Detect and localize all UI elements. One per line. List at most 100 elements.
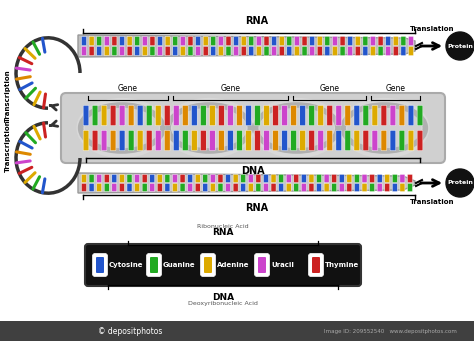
FancyBboxPatch shape: [272, 36, 277, 46]
FancyBboxPatch shape: [381, 130, 387, 151]
FancyBboxPatch shape: [310, 46, 315, 56]
FancyBboxPatch shape: [340, 46, 345, 56]
FancyBboxPatch shape: [371, 46, 375, 56]
FancyBboxPatch shape: [377, 183, 382, 192]
FancyBboxPatch shape: [332, 174, 337, 182]
FancyBboxPatch shape: [408, 130, 414, 151]
FancyBboxPatch shape: [135, 46, 140, 56]
FancyBboxPatch shape: [273, 130, 278, 151]
Text: Protein: Protein: [447, 44, 473, 48]
FancyBboxPatch shape: [234, 46, 238, 56]
FancyBboxPatch shape: [92, 105, 98, 125]
FancyBboxPatch shape: [272, 46, 277, 56]
FancyBboxPatch shape: [354, 130, 360, 151]
FancyBboxPatch shape: [273, 105, 278, 125]
FancyBboxPatch shape: [237, 130, 242, 151]
FancyBboxPatch shape: [173, 36, 178, 46]
FancyBboxPatch shape: [271, 174, 276, 182]
FancyBboxPatch shape: [386, 36, 391, 46]
Text: Gene: Gene: [319, 84, 339, 93]
Circle shape: [446, 32, 474, 60]
FancyBboxPatch shape: [128, 105, 134, 125]
FancyBboxPatch shape: [332, 36, 337, 46]
FancyBboxPatch shape: [203, 183, 208, 192]
FancyBboxPatch shape: [104, 46, 109, 56]
FancyBboxPatch shape: [146, 105, 152, 125]
FancyBboxPatch shape: [302, 36, 307, 46]
FancyBboxPatch shape: [302, 46, 307, 56]
FancyBboxPatch shape: [264, 36, 269, 46]
FancyBboxPatch shape: [264, 174, 268, 182]
FancyBboxPatch shape: [195, 183, 200, 192]
FancyBboxPatch shape: [246, 130, 251, 151]
FancyBboxPatch shape: [287, 46, 292, 56]
FancyBboxPatch shape: [347, 36, 353, 46]
FancyBboxPatch shape: [142, 36, 147, 46]
FancyBboxPatch shape: [386, 46, 391, 56]
FancyBboxPatch shape: [327, 105, 333, 125]
FancyBboxPatch shape: [210, 130, 215, 151]
FancyBboxPatch shape: [135, 183, 139, 192]
FancyBboxPatch shape: [301, 174, 306, 182]
FancyBboxPatch shape: [241, 36, 246, 46]
FancyBboxPatch shape: [89, 183, 94, 192]
FancyBboxPatch shape: [264, 46, 269, 56]
FancyBboxPatch shape: [181, 36, 185, 46]
FancyBboxPatch shape: [97, 36, 102, 46]
FancyBboxPatch shape: [356, 36, 360, 46]
FancyBboxPatch shape: [355, 183, 359, 192]
FancyBboxPatch shape: [101, 105, 107, 125]
FancyBboxPatch shape: [201, 105, 206, 125]
FancyBboxPatch shape: [203, 46, 208, 56]
FancyBboxPatch shape: [354, 105, 360, 125]
FancyBboxPatch shape: [135, 36, 140, 46]
Text: Cytosine: Cytosine: [109, 262, 144, 268]
FancyBboxPatch shape: [85, 244, 361, 286]
FancyBboxPatch shape: [390, 105, 396, 125]
FancyBboxPatch shape: [110, 105, 116, 125]
FancyBboxPatch shape: [203, 36, 208, 46]
FancyBboxPatch shape: [89, 36, 94, 46]
Text: Translation: Translation: [410, 199, 454, 205]
FancyBboxPatch shape: [96, 257, 104, 273]
Text: RNA: RNA: [212, 228, 234, 237]
FancyBboxPatch shape: [180, 183, 185, 192]
FancyBboxPatch shape: [164, 105, 170, 125]
FancyBboxPatch shape: [226, 46, 231, 56]
FancyBboxPatch shape: [195, 174, 200, 182]
FancyBboxPatch shape: [188, 183, 192, 192]
FancyBboxPatch shape: [61, 93, 445, 163]
FancyBboxPatch shape: [408, 183, 412, 192]
FancyBboxPatch shape: [370, 183, 374, 192]
FancyBboxPatch shape: [246, 105, 251, 125]
FancyBboxPatch shape: [228, 130, 233, 151]
FancyBboxPatch shape: [180, 174, 185, 182]
FancyBboxPatch shape: [256, 183, 261, 192]
FancyBboxPatch shape: [150, 174, 155, 182]
FancyBboxPatch shape: [347, 174, 352, 182]
FancyBboxPatch shape: [204, 257, 212, 273]
FancyBboxPatch shape: [332, 183, 337, 192]
FancyBboxPatch shape: [282, 130, 287, 151]
FancyBboxPatch shape: [393, 46, 398, 56]
FancyBboxPatch shape: [188, 174, 192, 182]
FancyBboxPatch shape: [119, 183, 124, 192]
FancyBboxPatch shape: [201, 130, 206, 151]
FancyBboxPatch shape: [146, 130, 152, 151]
FancyBboxPatch shape: [336, 130, 342, 151]
FancyBboxPatch shape: [188, 36, 193, 46]
FancyBboxPatch shape: [119, 105, 125, 125]
FancyBboxPatch shape: [137, 105, 143, 125]
FancyBboxPatch shape: [372, 105, 378, 125]
FancyBboxPatch shape: [318, 130, 324, 151]
FancyBboxPatch shape: [164, 130, 170, 151]
FancyBboxPatch shape: [219, 46, 223, 56]
FancyBboxPatch shape: [150, 257, 158, 273]
FancyBboxPatch shape: [401, 46, 406, 56]
FancyBboxPatch shape: [142, 46, 147, 56]
FancyBboxPatch shape: [385, 183, 390, 192]
FancyBboxPatch shape: [135, 174, 139, 182]
FancyBboxPatch shape: [309, 174, 314, 182]
FancyBboxPatch shape: [400, 183, 405, 192]
FancyBboxPatch shape: [127, 183, 132, 192]
